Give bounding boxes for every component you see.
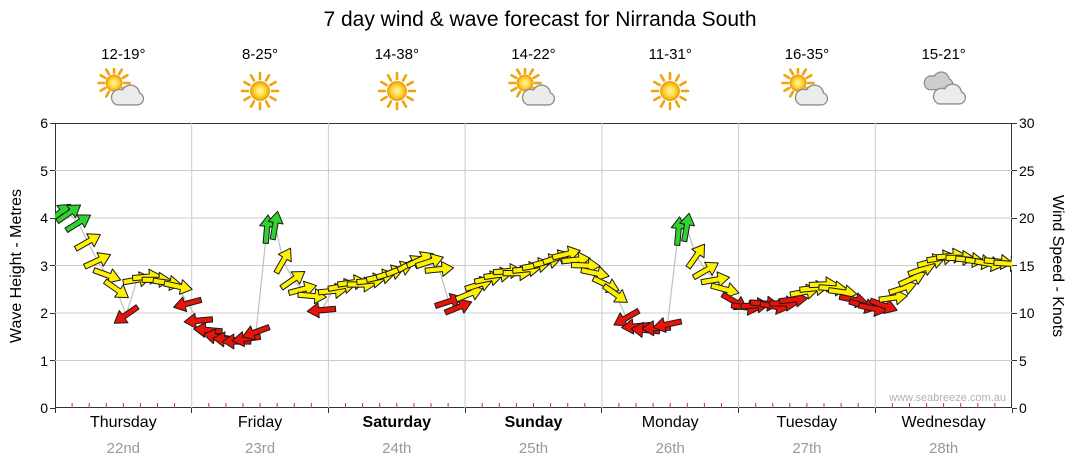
y-right-tick-label: 0 [1019, 400, 1027, 416]
y-right-tick-label: 20 [1019, 210, 1035, 226]
y-right-tick-mark [1012, 122, 1017, 124]
y-right-tick-mark [1012, 407, 1017, 409]
day-date-label: 26th [655, 440, 685, 457]
day-date-label: 22nd [106, 440, 141, 457]
y-right-tick-mark [1012, 170, 1017, 171]
y-left-tick-label: 1 [40, 352, 48, 369]
x-axis-tick-mark [874, 408, 876, 413]
day-date-label: 28th [929, 440, 959, 457]
day-name-label: Saturday [362, 414, 431, 431]
y-left-tick-label: 0 [40, 400, 48, 416]
y-right-tick-mark [1012, 312, 1017, 314]
y-right-tick-mark [1012, 360, 1017, 361]
day-date-label: 23rd [245, 440, 276, 457]
y-left-tick-mark [50, 265, 55, 266]
day-name-label: Monday [641, 414, 699, 431]
y-left-tick-label: 4 [40, 210, 48, 226]
y-right-tick-label: 10 [1019, 305, 1035, 321]
day-date-label: 25th [518, 440, 549, 457]
x-axis-tick-mark [54, 408, 56, 413]
cloud-icon [916, 68, 972, 112]
day-name-label: Friday [237, 414, 283, 431]
x-axis-tick-mark [327, 408, 329, 413]
day-temp-label: 16-35° [784, 46, 830, 63]
y-right-tick-mark [1012, 265, 1017, 266]
sun-cloud-icon [95, 66, 151, 112]
y-left-tick-mark [50, 407, 55, 409]
y-left-tick-label: 3 [40, 257, 48, 274]
x-axis-tick-mark [464, 408, 466, 413]
day-temp-label: 14-38° [374, 46, 419, 63]
sun-cloud-icon [779, 66, 835, 112]
day-temp-label: 11-31° [648, 46, 692, 63]
y-right-tick-label: 30 [1019, 115, 1035, 131]
plot-area: www.seabreeze.com.au [45, 123, 1023, 408]
sun-icon [232, 68, 288, 112]
day-date-label: 27th [792, 440, 822, 457]
x-axis-tick-mark [601, 408, 603, 413]
y-left-tick-mark [50, 360, 55, 361]
sun-icon [369, 68, 425, 112]
y-left-tick-mark [50, 312, 55, 314]
y-right-tick-label: 15 [1019, 257, 1035, 274]
day-temp-label: 12-19° [101, 46, 146, 63]
x-axis-tick-mark [191, 408, 193, 413]
y-right-tick-label: 25 [1019, 162, 1035, 179]
y-right-tick-label: 5 [1019, 352, 1027, 369]
y-left-tick-mark [50, 170, 55, 171]
day-name-label: Tuesday [776, 414, 838, 431]
y-left-tick-label: 2 [40, 305, 48, 321]
wind-arrow-chart [45, 123, 1023, 408]
x-axis-tick-mark [738, 408, 740, 413]
chart-title: 7 day wind & wave forecast for Nirranda … [323, 8, 757, 31]
day-temp-label: 8-25° [242, 46, 279, 63]
y-left-tick-mark [50, 122, 55, 124]
day-name-label: Sunday [504, 414, 563, 431]
day-temp-label: 14-22° [511, 46, 556, 63]
watermark: www.seabreeze.com.au [889, 392, 1006, 404]
y-right-tick-mark [1012, 217, 1017, 219]
day-name-label: Wednesday [901, 414, 986, 431]
day-name-label: Thursday [90, 414, 157, 431]
day-date-label: 24th [382, 440, 412, 457]
y-left-tick-mark [50, 217, 55, 219]
sun-icon [642, 68, 698, 112]
y-left-tick-label: 6 [40, 115, 48, 131]
sun-cloud-icon [506, 66, 562, 112]
x-axis-tick-mark [1011, 408, 1013, 413]
y-left-tick-label: 5 [40, 162, 48, 179]
wind-speed-axis-label: Wind Speed - Knots [1049, 194, 1067, 337]
day-temp-label: 15-21° [921, 46, 966, 63]
